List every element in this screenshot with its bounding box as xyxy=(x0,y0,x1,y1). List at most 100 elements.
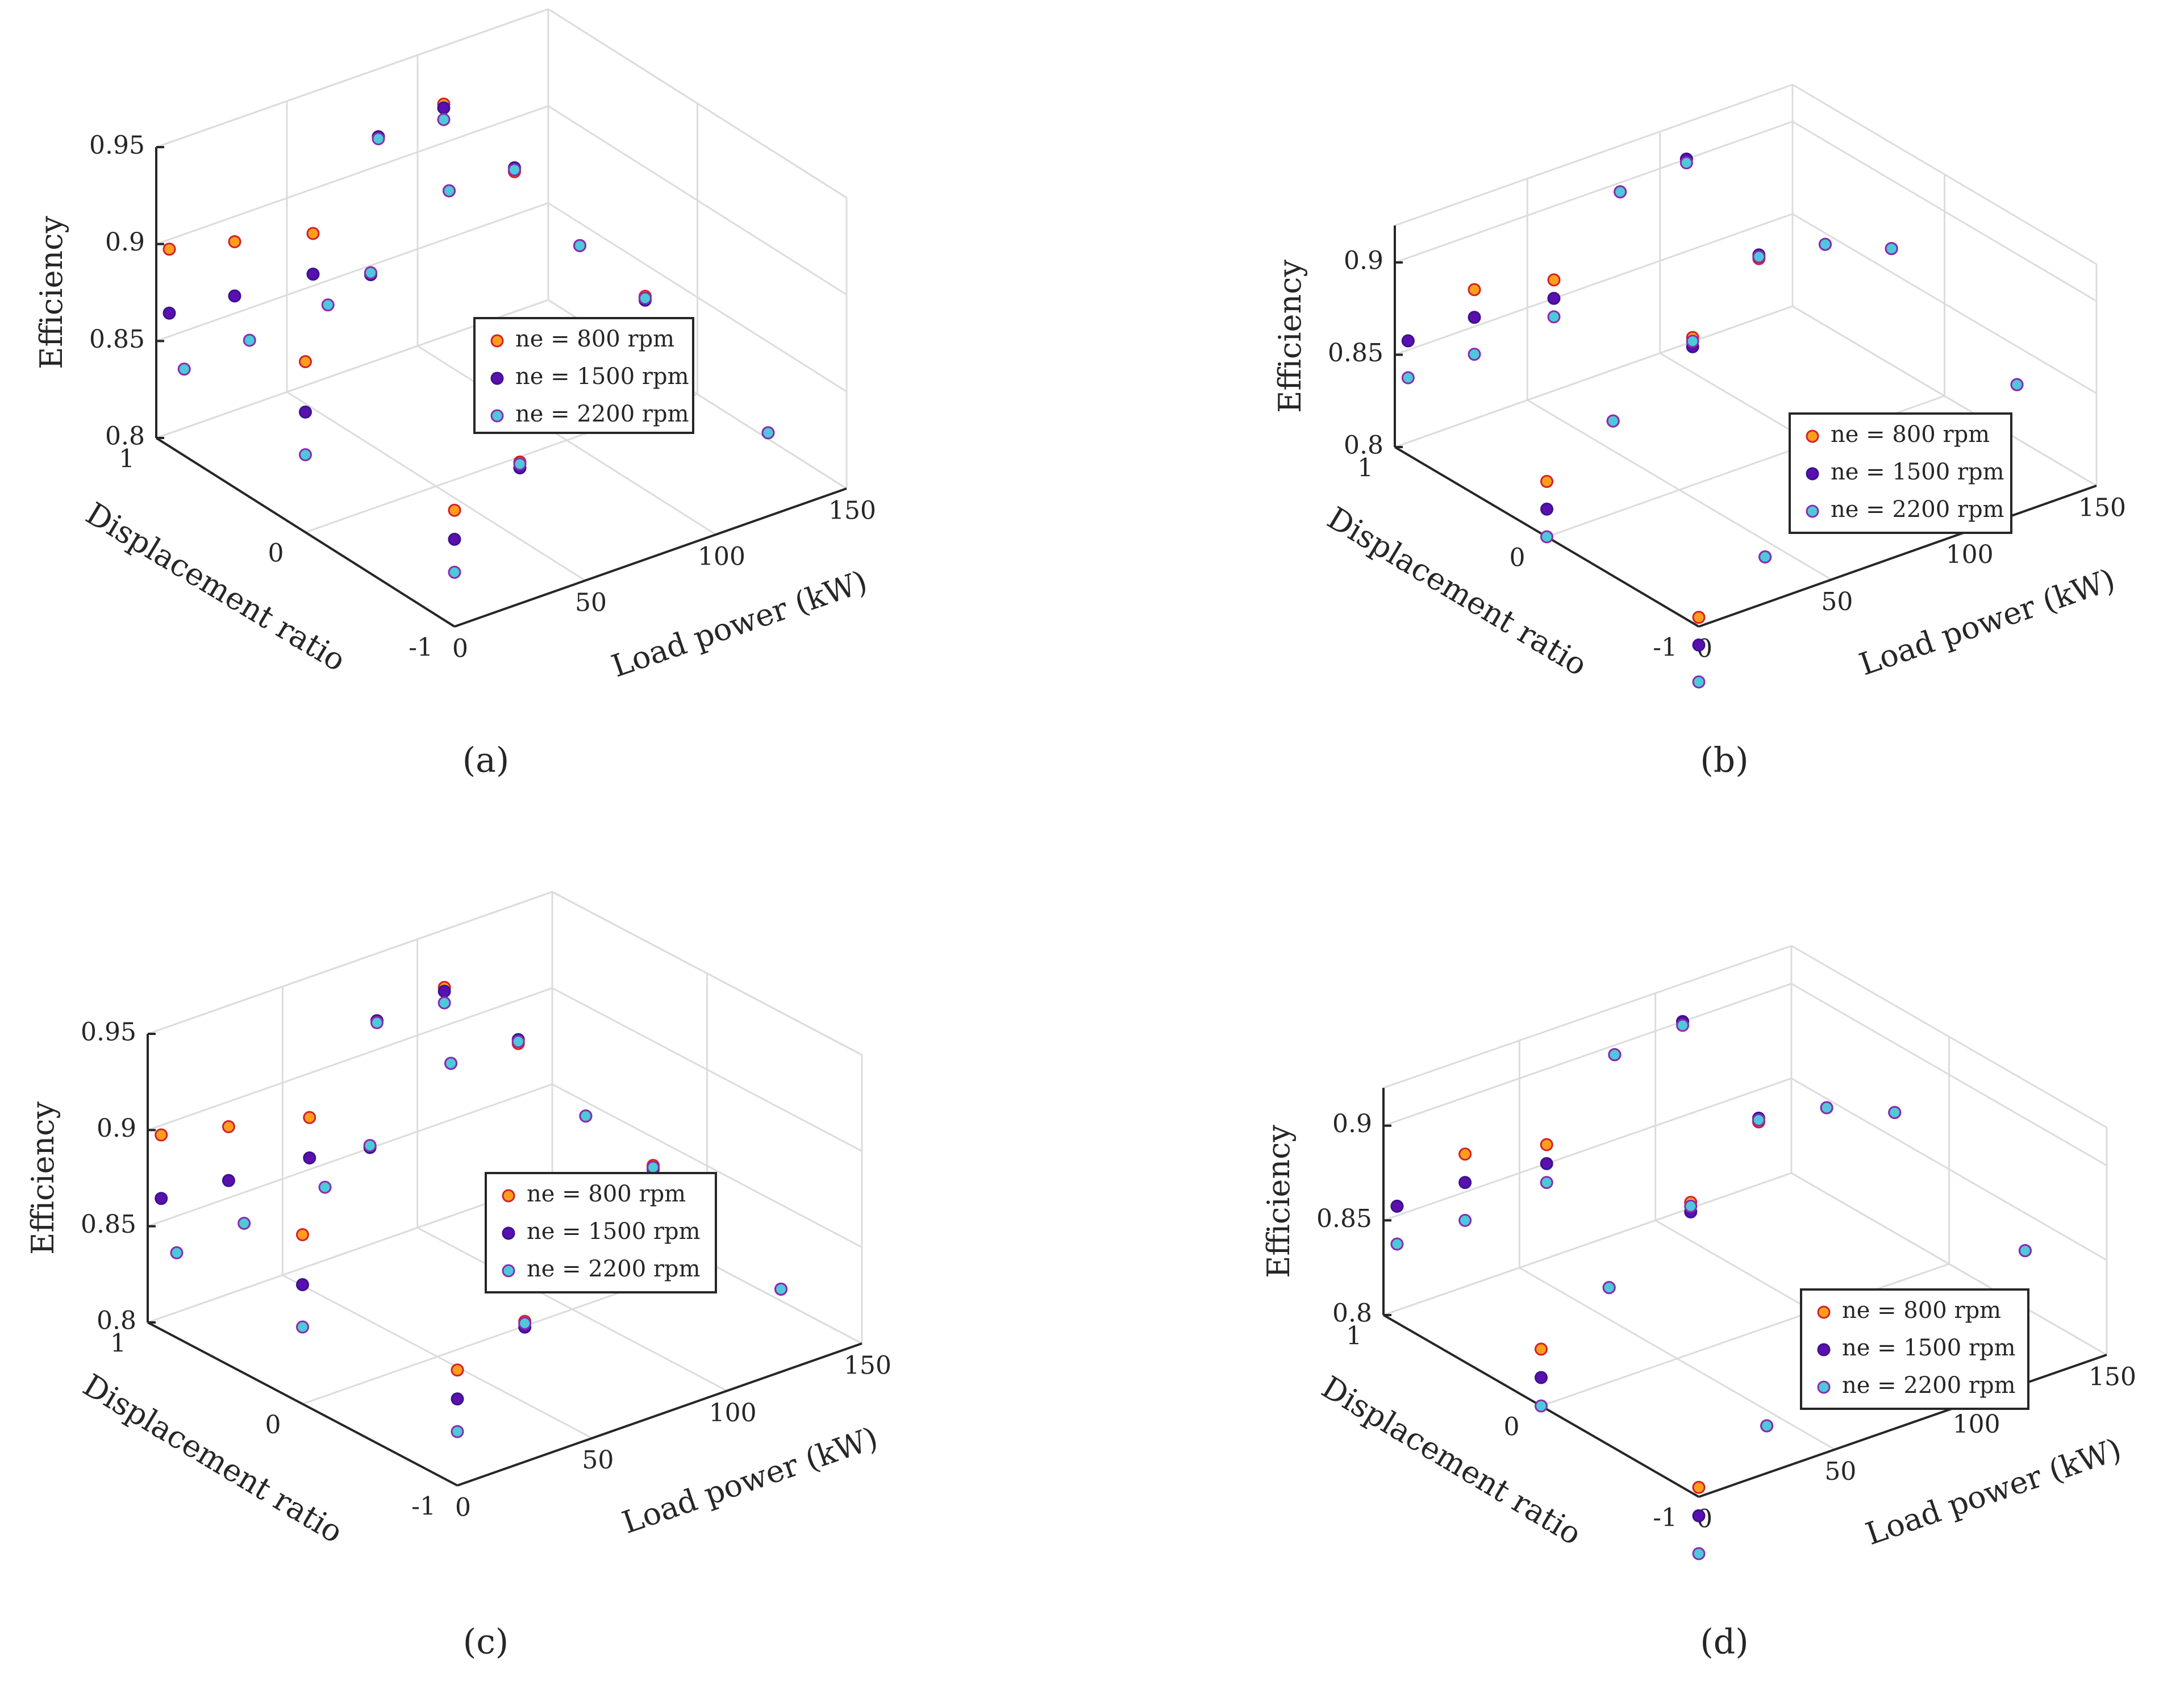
x-tick-label: 150 xyxy=(828,496,876,525)
data-point xyxy=(1692,1547,1706,1560)
legend-marker xyxy=(1806,429,1819,443)
grid-line xyxy=(147,987,553,1131)
legend-entry: ne = 1500 rpm xyxy=(527,1218,701,1245)
data-point xyxy=(162,243,176,256)
data-point xyxy=(1686,335,1699,348)
data-point xyxy=(1684,1199,1698,1213)
data-point xyxy=(162,306,176,320)
data-point xyxy=(448,565,461,579)
y-axis-label: Displacement ratio xyxy=(77,1367,349,1550)
z-tick-label: 0.85 xyxy=(81,1210,136,1239)
x-tick-label: 100 xyxy=(709,1399,757,1428)
x-tick-label: 50 xyxy=(1824,1457,1856,1486)
data-point xyxy=(243,333,256,347)
data-point xyxy=(222,1120,235,1133)
data-point xyxy=(1692,1480,1706,1494)
data-point xyxy=(1820,1101,1833,1115)
x-tick-label: 50 xyxy=(575,589,607,617)
data-point xyxy=(451,1363,464,1377)
data-point xyxy=(761,426,775,440)
grid-line xyxy=(1791,1078,2107,1261)
grid-line xyxy=(1394,84,1793,227)
legend-marker xyxy=(490,409,504,423)
grid-line xyxy=(1792,120,2097,302)
data-point xyxy=(579,1109,593,1123)
data-point xyxy=(448,503,461,517)
data-point xyxy=(437,984,451,998)
data-point xyxy=(1540,1138,1553,1151)
x-axis-line xyxy=(1698,485,2097,628)
data-point xyxy=(299,448,312,461)
data-point xyxy=(1540,1157,1553,1170)
data-point xyxy=(1614,185,1627,199)
series-ne-800-rpm xyxy=(1390,1015,2032,1494)
data-point xyxy=(437,113,451,127)
grid-line xyxy=(1792,213,2097,394)
data-point xyxy=(1692,638,1706,652)
y-axis-label: Displacement ratio xyxy=(80,495,352,678)
z-tick-label: 0.8 xyxy=(105,422,145,451)
data-point xyxy=(296,1320,309,1334)
z-axis-label: Efficiency xyxy=(34,215,69,369)
data-point xyxy=(518,1316,532,1330)
z-tick-label: 0.9 xyxy=(1344,247,1383,276)
data-point xyxy=(1679,156,1693,170)
y-tick-label: 0 xyxy=(268,539,284,568)
grid-line xyxy=(552,1083,862,1248)
panel-label: (b) xyxy=(1700,741,1748,781)
y-tick-label: -1 xyxy=(1653,1504,1677,1533)
panel-label: (c) xyxy=(463,1622,509,1662)
data-point xyxy=(774,1282,788,1296)
data-point xyxy=(1540,502,1553,516)
data-point xyxy=(306,227,320,240)
data-point xyxy=(1458,1213,1472,1227)
x-tick-label: 50 xyxy=(1821,587,1853,616)
z-axis-label: Efficiency xyxy=(25,1101,61,1255)
data-point xyxy=(296,1278,309,1292)
data-point xyxy=(1692,675,1706,688)
data-point xyxy=(1468,311,1481,324)
data-point xyxy=(444,1057,458,1070)
legend-entry: ne = 1500 rpm xyxy=(1842,1335,2016,1361)
z-tick-label: 0.85 xyxy=(1316,1204,1372,1233)
z-tick-label: 0.8 xyxy=(1344,431,1383,460)
series-ne-800-rpm xyxy=(1401,152,2024,624)
z-tick-label: 0.8 xyxy=(97,1307,136,1336)
data-point xyxy=(1540,475,1553,488)
z-tick-label: 0.9 xyxy=(1332,1109,1372,1138)
data-point xyxy=(1540,530,1553,544)
data-point xyxy=(1885,242,1898,256)
data-point xyxy=(306,268,320,281)
data-point xyxy=(177,362,191,376)
data-point xyxy=(573,239,586,252)
legend: ne = 800 rpm ne = 1500 rpm ne = 2200 rpm xyxy=(1789,412,2012,534)
panel-label: (a) xyxy=(462,741,510,781)
grid-line xyxy=(1383,1077,1792,1221)
legend-entry: ne = 1500 rpm xyxy=(515,364,689,390)
data-point xyxy=(155,1128,168,1142)
data-point xyxy=(299,355,312,369)
grid-line xyxy=(156,105,549,245)
grid-line xyxy=(1394,120,1793,264)
legend: ne = 800 rpm ne = 1500 rpm ne = 2200 rpm xyxy=(485,1172,717,1293)
z-tick-label: 0.9 xyxy=(97,1114,136,1143)
y-tick-label: 1 xyxy=(110,1329,126,1358)
y-axis-line xyxy=(155,437,456,628)
data-point xyxy=(370,1016,384,1029)
legend-entry: ne = 2200 rpm xyxy=(1842,1372,2016,1399)
data-point xyxy=(299,405,312,419)
grid-line xyxy=(1394,213,1793,356)
z-tick-label: 0.9 xyxy=(105,228,145,257)
data-point xyxy=(1540,1176,1553,1190)
data-point xyxy=(437,101,451,115)
data-point xyxy=(1547,273,1561,287)
y-tick-label: 1 xyxy=(1357,454,1373,483)
data-point xyxy=(1468,348,1481,361)
data-point xyxy=(1760,1419,1774,1433)
legend-marker xyxy=(490,372,504,385)
legend-marker xyxy=(502,1189,515,1203)
x-axis-line xyxy=(454,487,847,628)
grid-line xyxy=(1541,1263,1949,1407)
